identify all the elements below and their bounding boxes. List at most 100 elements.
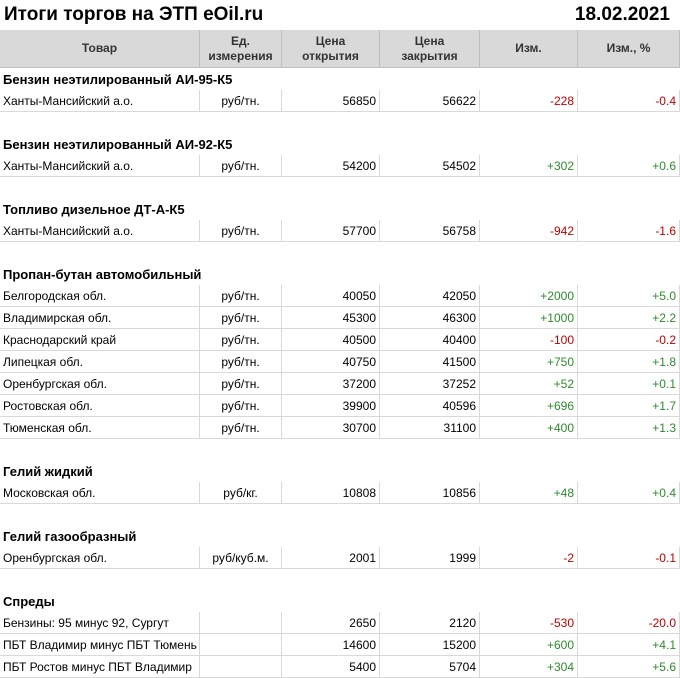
change: +400 (480, 417, 578, 439)
change: -100 (480, 329, 578, 351)
close-price: 10856 (380, 482, 480, 504)
change: -2 (480, 547, 578, 569)
unit: руб/тн. (200, 351, 282, 373)
change-percent: -0.4 (578, 90, 680, 112)
open-price: 37200 (282, 373, 380, 395)
section-title: Спреды (3, 593, 55, 609)
column-header: Цена открытия (282, 30, 380, 68)
unit: руб/тн. (200, 155, 282, 177)
unit: руб/куб.м. (200, 547, 282, 569)
unit: руб/тн. (200, 307, 282, 329)
unit: руб/тн. (200, 220, 282, 242)
column-header: Товар (0, 30, 200, 68)
product: ПБТ Владимир минус ПБТ Тюмень (0, 634, 200, 656)
unit: руб/тн. (200, 90, 282, 112)
close-price: 31100 (380, 417, 480, 439)
column-header: Изм., % (578, 30, 680, 68)
section-title: Гелий газообразный (3, 528, 137, 544)
section-title: Гелий жидкий (3, 463, 93, 479)
page-title: Итоги торгов на ЭТП eOil.ru (4, 4, 264, 25)
unit: руб/тн. (200, 417, 282, 439)
unit (200, 634, 282, 656)
product: Тюменская обл. (0, 417, 200, 439)
open-price: 40750 (282, 351, 380, 373)
open-price: 10808 (282, 482, 380, 504)
section-title: Пропан-бутан автомобильный (3, 266, 202, 282)
close-price: 41500 (380, 351, 480, 373)
open-price: 39900 (282, 395, 380, 417)
product: Оренбургская обл. (0, 547, 200, 569)
report-date: 18.02.2021 (574, 4, 670, 25)
open-price: 40050 (282, 285, 380, 307)
unit (200, 612, 282, 634)
product: Ханты-Мансийский а.о. (0, 90, 200, 112)
open-price: 57700 (282, 220, 380, 242)
section-title: Бензин неэтилированный АИ-95-К5 (3, 71, 233, 87)
product: Ханты-Мансийский а.о. (0, 220, 200, 242)
change: +48 (480, 482, 578, 504)
product: Бензины: 95 минус 92, Сургут (0, 612, 200, 634)
change: +302 (480, 155, 578, 177)
open-price: 54200 (282, 155, 380, 177)
open-price: 56850 (282, 90, 380, 112)
change: +600 (480, 634, 578, 656)
open-price: 40500 (282, 329, 380, 351)
product: Липецкая обл. (0, 351, 200, 373)
unit: руб/тн. (200, 285, 282, 307)
change-percent: +2.2 (578, 307, 680, 329)
close-price: 40400 (380, 329, 480, 351)
open-price: 2001 (282, 547, 380, 569)
unit: руб/тн. (200, 329, 282, 351)
change-percent: -1.6 (578, 220, 680, 242)
change: +696 (480, 395, 578, 417)
change-percent: +4.1 (578, 634, 680, 656)
change-percent: +0.1 (578, 373, 680, 395)
close-price: 1999 (380, 547, 480, 569)
open-price: 45300 (282, 307, 380, 329)
change-percent: +1.3 (578, 417, 680, 439)
change: -530 (480, 612, 578, 634)
unit (200, 656, 282, 678)
column-header: Ед. измерения (200, 30, 282, 68)
change: +750 (480, 351, 578, 373)
unit: руб/тн. (200, 395, 282, 417)
close-price: 5704 (380, 656, 480, 678)
product: Владимирская обл. (0, 307, 200, 329)
column-header: Цена закрытия (380, 30, 480, 68)
close-price: 40596 (380, 395, 480, 417)
close-price: 37252 (380, 373, 480, 395)
change: -942 (480, 220, 578, 242)
change-percent: -0.2 (578, 329, 680, 351)
change-percent: +1.7 (578, 395, 680, 417)
close-price: 56622 (380, 90, 480, 112)
change: +52 (480, 373, 578, 395)
change: +304 (480, 656, 578, 678)
change-percent: +5.6 (578, 656, 680, 678)
product: Оренбургская обл. (0, 373, 200, 395)
open-price: 5400 (282, 656, 380, 678)
product: Белгородская обл. (0, 285, 200, 307)
open-price: 30700 (282, 417, 380, 439)
product: Ростовская обл. (0, 395, 200, 417)
section-title: Топливо дизельное ДТ-А-К5 (3, 201, 185, 217)
change-percent: +0.4 (578, 482, 680, 504)
change-percent: -20.0 (578, 612, 680, 634)
change-percent: +0.6 (578, 155, 680, 177)
unit: руб/тн. (200, 373, 282, 395)
product: ПБТ Ростов минус ПБТ Владимир (0, 656, 200, 678)
change: +2000 (480, 285, 578, 307)
column-header: Изм. (480, 30, 578, 68)
open-price: 14600 (282, 634, 380, 656)
unit: руб/кг. (200, 482, 282, 504)
open-price: 2650 (282, 612, 380, 634)
close-price: 15200 (380, 634, 480, 656)
change-percent: -0.1 (578, 547, 680, 569)
close-price: 2120 (380, 612, 480, 634)
product: Московская обл. (0, 482, 200, 504)
close-price: 46300 (380, 307, 480, 329)
section-title: Бензин неэтилированный АИ-92-К5 (3, 136, 233, 152)
product: Ханты-Мансийский а.о. (0, 155, 200, 177)
product: Краснодарский край (0, 329, 200, 351)
close-price: 54502 (380, 155, 480, 177)
